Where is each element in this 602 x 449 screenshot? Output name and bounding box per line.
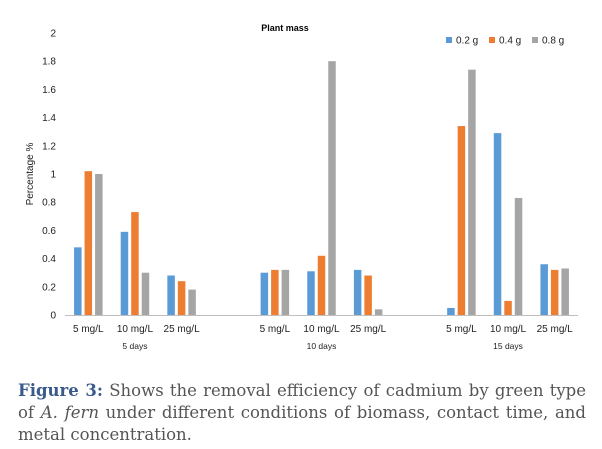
bar — [167, 275, 175, 315]
x-tick-label: 25 mg/L — [164, 324, 201, 335]
bar — [353, 269, 362, 315]
y-axis-label: Percentage % — [25, 142, 36, 205]
bar — [84, 171, 93, 315]
caption-species: A. fern — [40, 402, 99, 422]
legend-label: 0.4 g — [499, 36, 521, 47]
bar — [317, 255, 326, 315]
x-tick-label: 25 mg/L — [537, 324, 574, 335]
legend-swatch — [446, 37, 452, 43]
legend-label: 0.2 g — [456, 36, 478, 47]
bar — [141, 272, 150, 315]
caption-label: Figure 3: — [18, 380, 103, 400]
group-label: 10 days — [307, 341, 337, 351]
y-tick-label: 1.4 — [42, 113, 56, 124]
bar — [74, 247, 82, 315]
y-tick-label: 0.2 — [42, 282, 56, 293]
bar — [131, 212, 139, 315]
group-label: 5 days — [122, 341, 147, 351]
bar — [120, 231, 129, 315]
legend-label: 0.8 g — [542, 36, 564, 47]
x-tick-label: 10 mg/L — [303, 324, 340, 335]
bar — [281, 269, 290, 315]
bar — [95, 174, 103, 315]
bar — [540, 264, 548, 315]
x-tick-label: 5 mg/L — [260, 324, 291, 335]
bar — [374, 309, 383, 315]
y-tick-label: 0.4 — [42, 254, 56, 265]
legend-swatch — [532, 37, 538, 43]
figure-caption: Figure 3: Shows the removal efficiency o… — [18, 380, 586, 446]
y-tick-label: 1 — [50, 170, 56, 181]
chart-title: Plant mass — [261, 23, 309, 33]
y-tick-label: 2 — [50, 29, 56, 40]
bar — [177, 281, 186, 315]
y-tick-label: 1.2 — [42, 141, 56, 152]
bar — [550, 269, 559, 315]
bar — [188, 289, 196, 315]
x-tick-label: 25 mg/L — [350, 324, 387, 335]
y-tick-label: 0 — [50, 311, 56, 322]
y-tick-label: 1.6 — [42, 85, 56, 96]
bar — [468, 69, 476, 315]
bar — [307, 271, 315, 315]
bar — [260, 272, 269, 315]
bar — [493, 133, 502, 315]
y-tick-label: 0.6 — [42, 226, 56, 237]
bar — [457, 126, 466, 315]
bar — [447, 307, 455, 315]
x-tick-label: 10 mg/L — [117, 324, 154, 335]
y-tick-label: 1.8 — [42, 57, 56, 68]
bar — [364, 275, 372, 315]
bar — [271, 269, 279, 315]
bar — [514, 197, 523, 315]
legend-swatch — [489, 37, 495, 43]
group-label: 15 days — [493, 341, 523, 351]
x-tick-label: 5 mg/L — [73, 324, 104, 335]
bar-chart: Plant mass 0 0.2 0.4 0.6 0.8 1 1.2 1.4 1.6 1.8 2 Per… — [25, 23, 578, 351]
caption-text-after: under different conditions of biomass, c… — [18, 402, 586, 444]
x-tick-label: 10 mg/L — [490, 324, 527, 335]
caption-text-before: Shows the removal efficiency of cadmium … — [18, 380, 586, 422]
x-tick-label: 5 mg/L — [446, 324, 477, 335]
bar — [504, 300, 512, 315]
y-tick-label: 0.8 — [42, 198, 56, 209]
bar — [328, 61, 336, 316]
bar — [561, 268, 569, 315]
